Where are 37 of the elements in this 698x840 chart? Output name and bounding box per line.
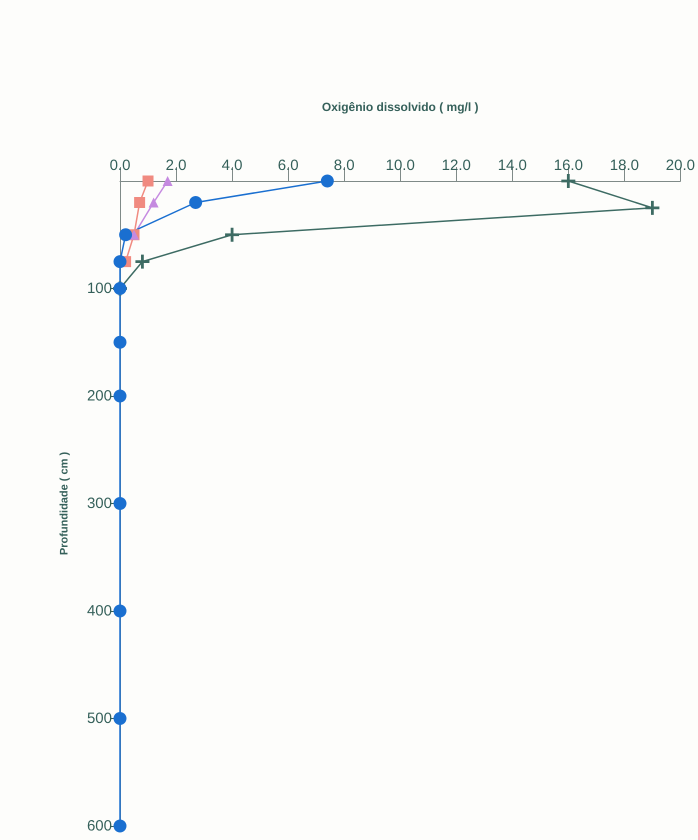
y-tick-label: 200	[86, 388, 112, 404]
x-tick-label: 10.0	[386, 157, 415, 174]
point	[225, 228, 240, 242]
point	[148, 198, 159, 208]
x-tick-label: 8.0	[334, 157, 355, 174]
point	[114, 820, 126, 832]
x-tick-label: 12.0	[442, 157, 471, 174]
point	[320, 174, 334, 188]
point	[114, 497, 126, 510]
x-tick-label: 2.0	[166, 157, 186, 174]
x-tick-label: 16.0	[554, 157, 583, 174]
x-tick-label: 0.0	[110, 157, 130, 174]
point	[189, 196, 202, 209]
y-tick-label: 600	[86, 818, 112, 834]
point	[119, 228, 132, 242]
point	[114, 255, 126, 268]
y-tick-label: 100	[86, 280, 112, 297]
x-tick-label: 18.0	[610, 157, 639, 174]
point	[114, 712, 126, 725]
point	[561, 174, 576, 188]
y-tick-label: 300	[86, 495, 112, 512]
x-tick-label: 4.0	[222, 157, 243, 174]
y-axis-title: Profundidade ( cm )	[58, 452, 70, 556]
x-tick-label: 20.0	[666, 157, 696, 174]
point	[134, 197, 146, 208]
point	[114, 390, 126, 402]
point	[114, 336, 126, 349]
x-axis-title: Oxigênio dissolvido ( mg/l )	[322, 100, 479, 114]
point	[114, 604, 126, 618]
y-tick-label: 400	[86, 602, 112, 620]
point	[162, 176, 173, 186]
y-tick-label: 500	[86, 710, 112, 727]
point	[142, 176, 154, 186]
x-tick-label: 14.0	[498, 157, 527, 174]
point	[135, 254, 150, 269]
x-tick-label: 6.0	[278, 157, 299, 174]
point	[645, 200, 660, 215]
